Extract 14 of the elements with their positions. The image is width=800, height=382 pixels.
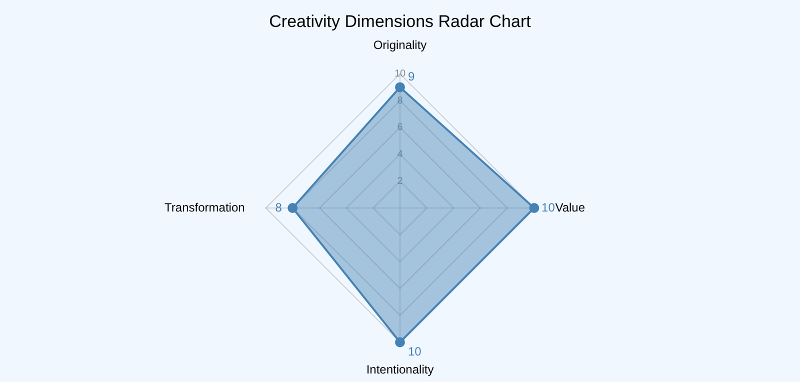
spoke-label: Intentionality <box>366 362 434 377</box>
chart-title: Creativity Dimensions Radar Chart <box>269 12 532 31</box>
data-label: 10 <box>408 344 422 359</box>
y-tick-label: 8 <box>397 95 404 106</box>
y-tick-label: 2 <box>397 176 404 187</box>
y-tick-label: 4 <box>397 149 404 160</box>
spoke-label: Transformation <box>164 200 245 214</box>
spoke-label: Value <box>555 200 586 214</box>
y-tick-label: 10 <box>394 68 406 80</box>
data-label: 10 <box>542 200 556 214</box>
spoke-label: Originality <box>373 38 427 52</box>
y-tick-label: 6 <box>397 122 404 134</box>
data-label: 9 <box>408 70 415 84</box>
data-label: 8 <box>275 200 282 214</box>
